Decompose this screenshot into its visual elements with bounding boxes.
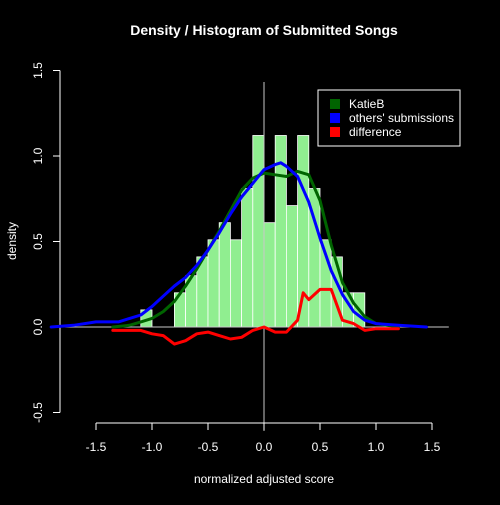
- chart-title: Density / Histogram of Submitted Songs: [130, 22, 398, 38]
- histogram-bar-7: [218, 222, 231, 328]
- x-tick-label-4: 0.5: [312, 440, 329, 454]
- x-tick-label-1: -1.0: [142, 440, 163, 454]
- series-line-others-submissions: [49, 161, 428, 329]
- legend-swatch-0: [330, 99, 340, 109]
- legend-swatch-1: [330, 113, 340, 123]
- legend-box: [317, 89, 461, 147]
- y-tick-label-0: -0.5: [31, 402, 45, 423]
- axes: -1.5 -1.0 -0.5 0.0 0.5 1.0 1.5 -0.5 0.0 0.5 1.0 1.5: [31, 62, 449, 454]
- histogram-bar-13: [285, 205, 298, 328]
- x-axis-label: normalized adjusted score: [194, 472, 334, 486]
- legend-label-0: KatieB: [349, 97, 384, 111]
- x-tick-label-0: -1.5: [86, 440, 107, 454]
- histogram-bar-8: [229, 239, 242, 328]
- series-line-difference: [111, 287, 400, 346]
- y-tick-label-1: 0.0: [31, 318, 45, 335]
- y-tick-label-3: 1.0: [31, 147, 45, 164]
- y-tick-label-4: 1.5: [31, 62, 45, 79]
- histogram-bar-6: [207, 239, 220, 328]
- histogram-bar-10: [252, 135, 265, 328]
- legend-label-1: others' submissions: [349, 111, 454, 125]
- histogram-bars: [140, 135, 366, 328]
- x-tick-label-2: -0.5: [198, 440, 219, 454]
- histogram-bar-9: [241, 188, 254, 328]
- x-tick-label-6: 1.5: [424, 440, 441, 454]
- histogram-bar-11: [263, 222, 276, 328]
- y-axis-label: density: [5, 222, 19, 260]
- y-tick-label-2: 0.5: [31, 233, 45, 250]
- x-tick-label-3: 0.0: [256, 440, 273, 454]
- legend-label-2: difference: [349, 125, 402, 139]
- x-tick-label-5: 1.0: [368, 440, 385, 454]
- density-lines: [49, 161, 428, 346]
- legend-swatch-2: [330, 127, 340, 137]
